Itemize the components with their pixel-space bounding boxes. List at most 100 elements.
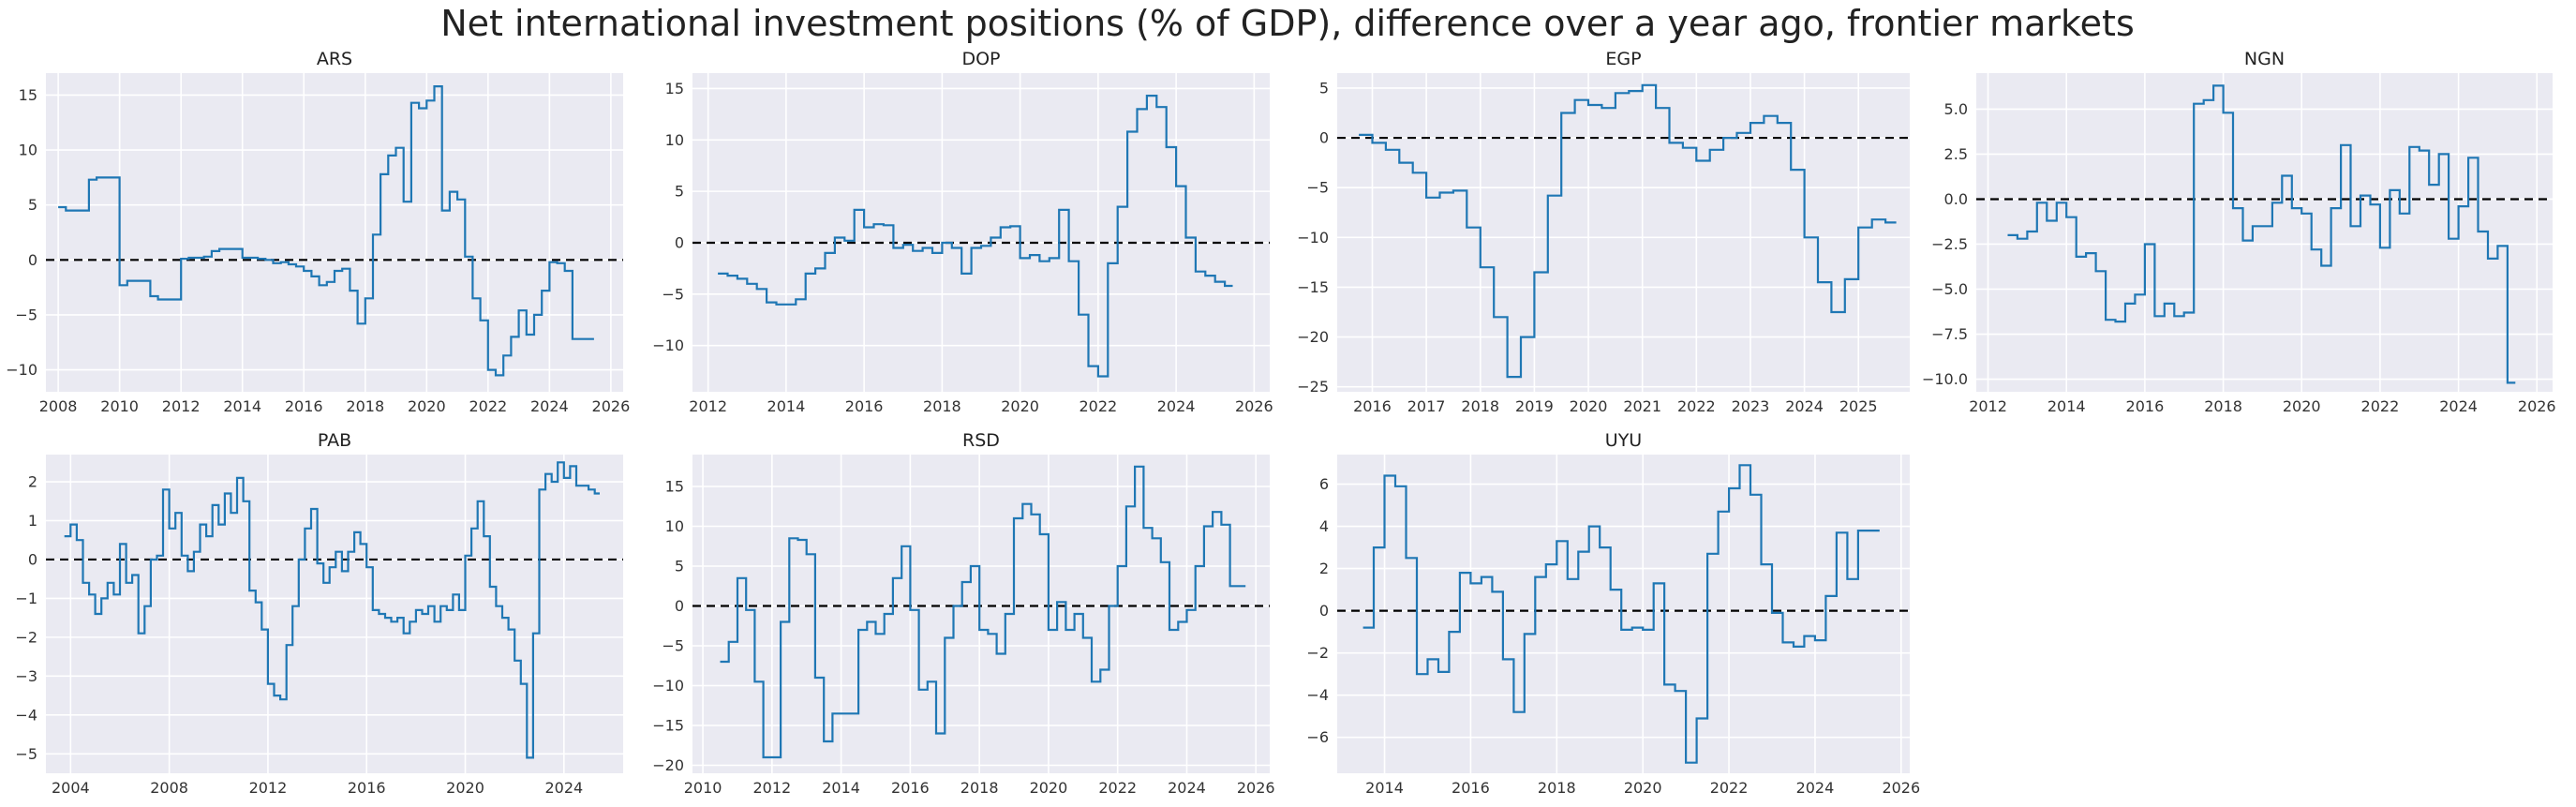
x-tick-label: 2020: [1624, 779, 1662, 797]
x-tick-label: 2017: [1407, 397, 1446, 415]
y-tick-label: 10: [19, 142, 37, 159]
y-tick-label: −5: [15, 306, 37, 323]
panel-title-egp: EGP: [1605, 49, 1641, 69]
x-tick-label: 2018: [960, 779, 999, 797]
y-tick-label: 0: [28, 550, 37, 568]
x-tick-label: 2012: [162, 397, 201, 415]
y-tick-label: −5: [662, 637, 684, 655]
panel-title-rsd: RSD: [962, 430, 1000, 451]
x-tick-label: 2019: [1515, 397, 1554, 415]
y-tick-label: −5: [15, 745, 37, 763]
plot-area-ars: [46, 73, 623, 392]
x-tick-label: 2022: [1677, 397, 1716, 415]
panel-title-ngn: NGN: [2244, 49, 2285, 69]
y-tick-label: −4: [1306, 686, 1329, 704]
panel-title-ars: ARS: [317, 49, 352, 69]
x-tick-label: 2026: [592, 397, 631, 415]
y-tick-label: 4: [1319, 517, 1329, 535]
y-tick-label: 15: [665, 80, 684, 97]
x-tick-label: 2010: [100, 397, 139, 415]
x-tick-label: 2025: [1839, 397, 1878, 415]
x-tick-label: 2024: [2439, 397, 2478, 415]
x-tick-label: 2026: [2518, 397, 2556, 415]
x-tick-label: 2016: [2126, 397, 2165, 415]
y-tick-label: 0: [675, 597, 684, 615]
y-tick-label: −5: [1306, 179, 1329, 197]
y-tick-label: 2: [1319, 560, 1329, 577]
series-line-ngn: [2007, 84, 2516, 384]
x-tick-label: 2022: [1710, 779, 1749, 797]
y-tick-label: 0.0: [1944, 190, 1968, 208]
y-tick-label: 5: [28, 196, 37, 214]
y-tick-label: 5.0: [1944, 100, 1968, 118]
series-line-uyu: [1362, 464, 1880, 764]
y-tick-label: −2: [15, 628, 37, 646]
x-tick-label: 2026: [1235, 397, 1273, 415]
y-tick-label: 5: [675, 558, 684, 575]
panel-rsd: RSD 2010 2012 2014 2016 2018 2020 2022 2024 2026 −…: [652, 430, 1274, 797]
y-tick-label: 6: [1319, 475, 1329, 493]
x-tick-label: 2020: [446, 779, 484, 797]
y-tick-label: −10: [652, 336, 684, 354]
y-tick-label: −6: [1306, 728, 1329, 746]
plot-area-pab: [46, 455, 623, 773]
x-tick-label: 2024: [1157, 397, 1196, 415]
x-tick-label: 2018: [1461, 397, 1499, 415]
x-tick-label: 2012: [752, 779, 791, 797]
y-tick-label: −5: [662, 285, 684, 303]
y-tick-label: 10: [665, 517, 684, 535]
series-line-egp: [1359, 83, 1897, 379]
panel-ngn: NGN 2012 2014 2016 2018 2020 2022 2024 2026 −10.0…: [1922, 49, 2556, 415]
x-tick-label: 2020: [1030, 779, 1068, 797]
x-tick-label: 2016: [348, 779, 386, 797]
x-tick-label: 2014: [1365, 779, 1404, 797]
x-tick-label: 2016: [1353, 397, 1392, 415]
x-tick-label: 2016: [845, 397, 884, 415]
x-tick-label: 2014: [822, 779, 860, 797]
x-tick-label: 2022: [1098, 779, 1137, 797]
x-tick-label: 2020: [1570, 397, 1608, 415]
x-tick-label: 2018: [1538, 779, 1576, 797]
y-tick-label: −15: [652, 717, 684, 735]
x-tick-label: 2012: [249, 779, 288, 797]
y-tick-label: −3: [15, 667, 37, 685]
panel-ars: ARS 2008 2010 2012 2014 2016 2018 2020 2022 2024 2…: [6, 49, 630, 415]
y-tick-label: −15: [1297, 278, 1329, 296]
y-tick-label: 10: [665, 131, 684, 149]
x-tick-label: 2021: [1623, 397, 1661, 415]
y-tick-label: −25: [1297, 378, 1329, 396]
x-tick-label: 2022: [1080, 397, 1118, 415]
x-tick-label: 2010: [684, 779, 722, 797]
x-tick-label: 2012: [689, 397, 727, 415]
y-tick-label: 1: [28, 512, 37, 530]
panel-title-dop: DOP: [961, 49, 1000, 69]
y-tick-label: 5: [675, 183, 684, 201]
y-tick-label: −10: [6, 361, 37, 379]
y-tick-label: 15: [665, 478, 684, 496]
panel-pab: PAB 2004 2008 2012 2016 2020 2024 −5 −4 −3 −2 −1 0 1 2: [15, 430, 623, 797]
x-tick-label: 2012: [1969, 397, 2007, 415]
x-tick-label: 2018: [2204, 397, 2242, 415]
x-tick-label: 2023: [1732, 397, 1770, 415]
x-tick-label: 2022: [2361, 397, 2400, 415]
series-line-ars: [58, 85, 594, 377]
panel-egp: EGP 2016 2017 2018 2019 2020 2021 2022 2023 2024 2…: [1297, 49, 1910, 415]
x-tick-label: 2020: [2283, 397, 2321, 415]
x-tick-label: 2008: [39, 397, 78, 415]
y-tick-label: 0: [675, 233, 684, 251]
y-tick-label: −4: [15, 706, 37, 724]
x-tick-label: 2004: [52, 779, 90, 797]
y-tick-label: 15: [19, 86, 37, 104]
plot-area-ngn: [1976, 73, 2553, 392]
x-tick-label: 2026: [1237, 779, 1275, 797]
y-tick-label: −10.0: [1922, 370, 1968, 388]
y-tick-label: −1: [15, 590, 37, 607]
x-tick-label: 2016: [1452, 779, 1490, 797]
panel-title-pab: PAB: [318, 430, 351, 451]
panel-title-uyu: UYU: [1605, 430, 1642, 451]
y-tick-label: 5: [1319, 79, 1329, 97]
x-tick-label: 2014: [2047, 397, 2086, 415]
x-tick-label: 2008: [150, 779, 188, 797]
